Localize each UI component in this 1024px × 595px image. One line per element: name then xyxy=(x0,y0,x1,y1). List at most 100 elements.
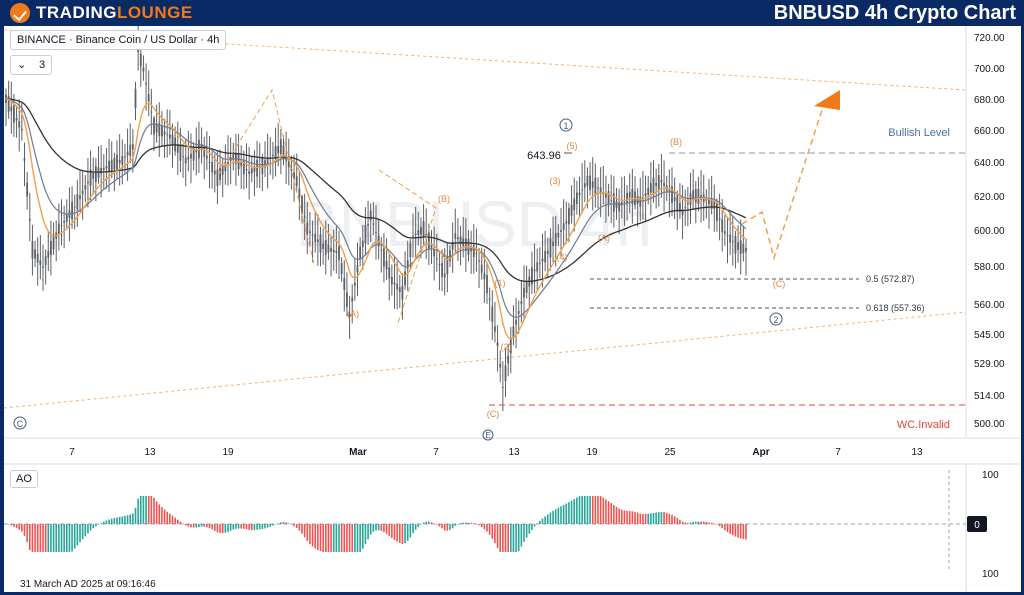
candle-body xyxy=(425,233,428,237)
candle-body xyxy=(388,267,391,279)
candle-body xyxy=(480,264,483,273)
candle-body xyxy=(684,207,687,209)
ao-bar xyxy=(560,506,562,524)
ao-bar xyxy=(232,524,235,530)
ao-bar xyxy=(639,513,642,524)
candle-body xyxy=(176,144,179,153)
ao-bar xyxy=(652,512,655,524)
ao-bar xyxy=(124,515,126,524)
candle-body xyxy=(708,199,710,205)
candle-body xyxy=(647,187,650,196)
ao-bar xyxy=(15,524,18,529)
candle-body xyxy=(190,153,192,159)
ao-bar xyxy=(354,524,356,552)
wave-label: (5) xyxy=(567,141,578,151)
price-tick-label: 660.00 xyxy=(974,126,1005,137)
candle-body xyxy=(557,232,560,238)
ao-bar xyxy=(597,496,599,524)
ao-bar xyxy=(192,524,195,528)
candle-body xyxy=(282,145,285,160)
candle-body xyxy=(166,134,169,136)
ao-bar xyxy=(716,524,718,525)
ao-bar xyxy=(240,524,243,529)
candle-body xyxy=(393,282,396,285)
ao-bar xyxy=(163,509,166,524)
ao-bar xyxy=(76,524,79,546)
candle-body xyxy=(404,271,406,286)
ao-bar xyxy=(34,524,36,552)
candle-body xyxy=(7,96,10,112)
candle-body xyxy=(589,175,591,191)
ao-bar xyxy=(21,524,23,532)
candle-body xyxy=(507,355,510,364)
ao-bar xyxy=(655,512,657,524)
ao-bar xyxy=(620,509,623,524)
ao-bar xyxy=(145,496,147,524)
ao-bar xyxy=(613,504,615,524)
ao-bar xyxy=(380,524,383,531)
candle-body xyxy=(731,241,734,243)
ao-indicator-label[interactable]: AO xyxy=(10,470,38,488)
ao-bar xyxy=(364,524,367,545)
ao-bar xyxy=(290,524,293,525)
ao-bar xyxy=(578,496,581,524)
interval-selector[interactable]: ⌄ 3 xyxy=(10,55,52,75)
ao-bar xyxy=(137,498,139,524)
ao-bar xyxy=(739,524,742,539)
candle-body xyxy=(478,260,480,262)
candle-body xyxy=(420,227,422,235)
ao-bar xyxy=(391,524,393,539)
candle-body xyxy=(655,183,658,187)
ao-bar xyxy=(687,522,689,524)
candle-body xyxy=(293,172,295,179)
candle-body xyxy=(446,257,449,275)
ao-bar xyxy=(102,521,105,524)
candle-body xyxy=(261,156,264,174)
candle-body xyxy=(626,192,628,203)
ao-bar xyxy=(243,524,245,529)
candle-body xyxy=(515,319,517,325)
candle-body xyxy=(718,218,721,220)
candle-body xyxy=(417,230,420,236)
ao-bar xyxy=(110,518,113,524)
ao-bar xyxy=(340,524,343,552)
ao-bar xyxy=(264,524,266,529)
ao-bar xyxy=(118,516,121,524)
ao-bar xyxy=(314,524,317,549)
triangle-upper-line xyxy=(4,29,967,91)
wave-structure-1 xyxy=(218,88,315,265)
ao-bar xyxy=(39,524,42,552)
invalidation-label: WC.Invalid xyxy=(897,419,950,431)
ao-bar xyxy=(430,522,433,524)
candle-body xyxy=(324,240,327,255)
wave-label: (2) xyxy=(501,342,512,352)
wave-label: (C) xyxy=(773,279,786,289)
price-axis-ticks: 720.00 700.00 680.00 660.00 640.00 620.00 600.… xyxy=(974,33,1005,430)
chart-panel[interactable]: BNBUSD 4h Bullish Level 643.96 xyxy=(4,26,1021,592)
symbol-label[interactable]: BINANCE · Binance Coin / US Dollar · 4h xyxy=(10,30,227,50)
candle-body xyxy=(565,221,568,224)
candle-body xyxy=(31,240,34,259)
candle-body xyxy=(359,246,362,260)
candle-body xyxy=(499,363,502,368)
ao-bar xyxy=(182,523,184,525)
wave-structure-2 xyxy=(378,169,437,327)
brand-name-part2: LOUNGE xyxy=(116,3,193,22)
candle-body xyxy=(369,210,372,221)
time-tick-label: 13 xyxy=(911,447,923,458)
candle-body xyxy=(100,168,103,174)
ao-bar xyxy=(626,510,628,524)
ao-bar xyxy=(303,524,306,538)
ao-bar xyxy=(480,524,483,528)
ao-bar xyxy=(636,512,639,524)
ao-bar xyxy=(317,524,319,551)
candle-body xyxy=(121,156,124,165)
ao-bar xyxy=(438,524,441,527)
chart-svg[interactable]: BNBUSD 4h Bullish Level 643.96 xyxy=(4,26,1021,592)
ao-bar xyxy=(171,515,174,524)
candle-body xyxy=(649,183,652,193)
ao-bar xyxy=(644,513,647,524)
ao-bar xyxy=(348,524,351,552)
ao-bar xyxy=(520,524,523,547)
circle-label-c-text: C xyxy=(17,419,24,429)
